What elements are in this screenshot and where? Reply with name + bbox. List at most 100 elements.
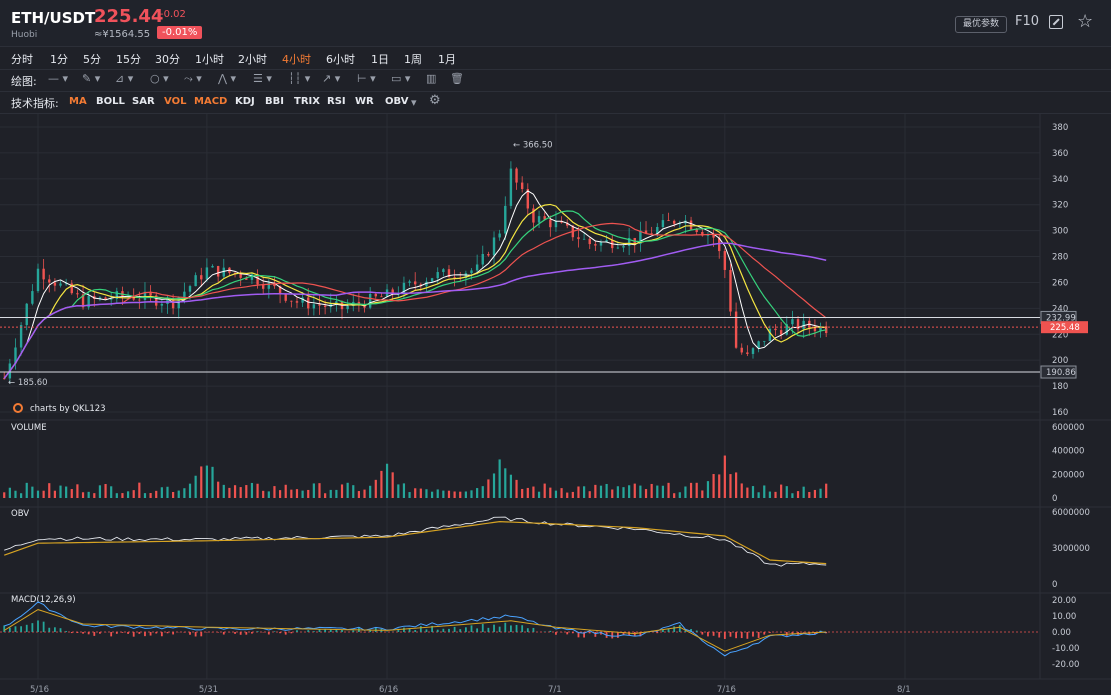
indicator-kdj[interactable]: KDJ [235,96,255,107]
volume-bar [380,470,383,498]
macd-hist-bar [729,632,732,637]
chart-canvas[interactable]: 5/16 5/31 6/16 7/1 7/16 8/1 160 180 200 220 240 260… [0,114,1111,695]
volume-bar [560,488,563,498]
volume-bar [104,484,107,498]
candle-body [464,273,468,279]
fullscreen-icon[interactable] [1049,15,1063,29]
macd-hist-bar [662,629,664,632]
macd-dif-line [4,601,827,657]
candle-body [577,237,580,240]
macd-hist-bar [70,632,73,634]
timeframe-11[interactable]: 1月 [438,53,456,66]
indicator-vol[interactable]: VOL [164,96,187,107]
comment-tool-icon[interactable]: ▭ ▾ [391,72,411,85]
timeframe-3[interactable]: 15分 [116,53,141,66]
candle-body [301,297,304,303]
macd-hist-bar [194,632,197,637]
volume-bar [701,490,704,498]
volume-bar [661,485,665,498]
pencil-tool-icon[interactable]: ✎ ▾ [82,72,101,85]
indicator-macd[interactable]: MACD [194,96,228,107]
indicator-sar[interactable]: SAR [132,96,155,107]
candle-body [509,168,513,206]
macd-hist-bar [172,632,175,635]
candle-body [318,304,321,306]
fib-tool-icon[interactable]: ☰ ▾ [253,72,272,85]
candle-body [25,303,28,326]
indicator-wr[interactable]: WR [355,96,374,107]
volume-bar [374,479,377,498]
pattern-tool-icon[interactable]: ⋀ ▾ [218,72,237,85]
volume-bar [616,486,619,498]
volume-bar [200,466,203,498]
path-tool-icon[interactable]: ⤳ ▾ [184,72,202,85]
macd-hist-bar [25,624,28,632]
macd-hist-bar [31,623,34,632]
volume-bar [442,490,445,498]
timeframe-1[interactable]: 1分 [50,53,68,66]
indicator-bbi[interactable]: BBI [265,96,284,107]
macd-hist-bar [110,632,113,637]
timeframe-5[interactable]: 1小时 [195,53,224,66]
candle-body [667,220,670,221]
candle-body [678,223,682,225]
indicator-obv[interactable]: OBV [385,96,409,107]
arrow-tool-icon[interactable]: ↗ ▾ [322,72,341,85]
candle-body [138,299,141,301]
line-tool-icon[interactable]: — ▾ [48,72,69,85]
price-tick-6: 280 [1052,253,1068,263]
volume-bar [605,483,608,498]
optimal-params-button[interactable]: 最优参数 [955,16,1007,33]
macd-hist-bar [42,621,45,632]
volume-bar [273,486,276,498]
measure-tool-icon[interactable]: ⊢ ▾ [357,72,376,85]
timeframe-0[interactable]: 分时 [11,53,33,66]
macd-hist-bar [577,632,580,638]
settings-gear-icon[interactable]: ⚙ [429,93,441,108]
candle-body [656,227,659,234]
indicator-boll[interactable]: BOLL [96,96,125,107]
trend-tool-icon[interactable]: ⊿ ▾ [115,72,134,85]
candle-body [796,319,800,330]
timeframe-7[interactable]: 4小时 [282,53,311,66]
volume-bar [391,472,394,498]
macd-hist-bar [476,628,479,632]
candle-body [160,303,164,306]
macd-hist-bar [318,629,321,632]
indicator-rsi[interactable]: RSI [327,96,346,107]
indicator-trix[interactable]: TRIX [294,96,320,107]
macd-hist-bar [414,630,417,632]
candle-body [757,341,760,349]
bar-tool-icon[interactable]: ▥ [426,72,437,85]
candle-body [661,220,665,228]
candle-body [323,305,327,308]
candle-body [256,274,259,285]
macd-hist-bar [403,627,405,632]
circle-tool-icon[interactable]: ○ ▾ [150,72,169,85]
volume-bar [481,486,484,498]
trash-icon[interactable]: 🗑 [450,72,464,85]
macd-hist-bar [470,625,473,632]
obv-dropdown-icon[interactable]: ▾ [411,96,417,109]
macd-hist-bar [132,632,135,637]
macd-tick-4: -20.00 [1052,660,1079,670]
timeframe-4[interactable]: 30分 [155,53,180,66]
indicator-ma[interactable]: MA [69,96,87,107]
channel-tool-icon[interactable]: ┆┆ ▾ [288,72,311,85]
timeframe-8[interactable]: 6小时 [326,53,355,66]
timeframe-6[interactable]: 2小时 [238,53,267,66]
candle-body [650,233,653,235]
macd-hist-bar [14,626,17,632]
timeframe-9[interactable]: 1日 [371,53,389,66]
obv-title: OBV [11,509,29,519]
volume-bar [59,485,62,498]
candle-body [802,320,805,330]
f10-button[interactable]: F10 [1015,14,1040,29]
macd-hist-bar [160,632,163,637]
timeframe-10[interactable]: 1周 [404,53,422,66]
star-icon[interactable]: ☆ [1077,11,1094,32]
timeframe-2[interactable]: 5分 [83,53,101,66]
obv-line [4,516,827,567]
volume-bar [318,483,321,498]
candle-body [239,273,242,278]
